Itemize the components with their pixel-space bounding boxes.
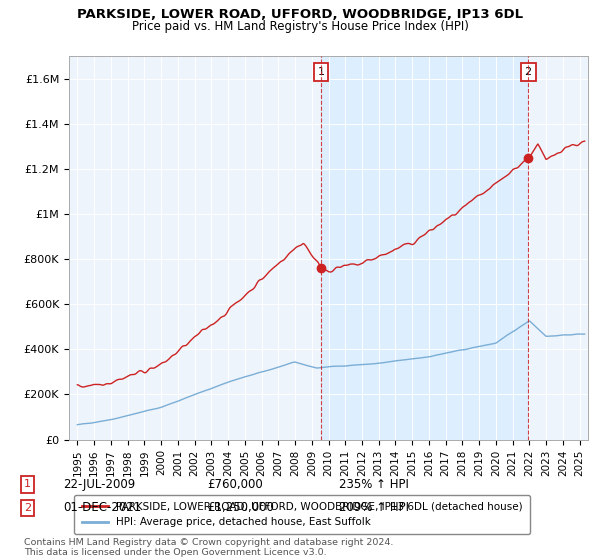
Text: Contains HM Land Registry data © Crown copyright and database right 2024.
This d: Contains HM Land Registry data © Crown c…: [24, 538, 394, 557]
Bar: [321, 56, 528, 440]
Text: 01-DEC-2021: 01-DEC-2021: [63, 501, 141, 515]
Text: 235% ↑ HPI: 235% ↑ HPI: [339, 478, 409, 491]
Text: £760,000: £760,000: [207, 478, 263, 491]
Text: 2: 2: [524, 67, 532, 77]
Text: 209% ↑ HPI: 209% ↑ HPI: [339, 501, 409, 515]
Text: Price paid vs. HM Land Registry's House Price Index (HPI): Price paid vs. HM Land Registry's House …: [131, 20, 469, 32]
Text: 1: 1: [317, 67, 325, 77]
Text: £1,250,000: £1,250,000: [207, 501, 274, 515]
Text: 22-JUL-2009: 22-JUL-2009: [63, 478, 135, 491]
Text: PARKSIDE, LOWER ROAD, UFFORD, WOODBRIDGE, IP13 6DL: PARKSIDE, LOWER ROAD, UFFORD, WOODBRIDGE…: [77, 8, 523, 21]
Legend: PARKSIDE, LOWER ROAD, UFFORD, WOODBRIDGE, IP13 6DL (detached house), HPI: Averag: PARKSIDE, LOWER ROAD, UFFORD, WOODBRIDGE…: [74, 494, 530, 534]
Text: 1: 1: [24, 479, 31, 489]
Text: 2: 2: [24, 503, 31, 513]
